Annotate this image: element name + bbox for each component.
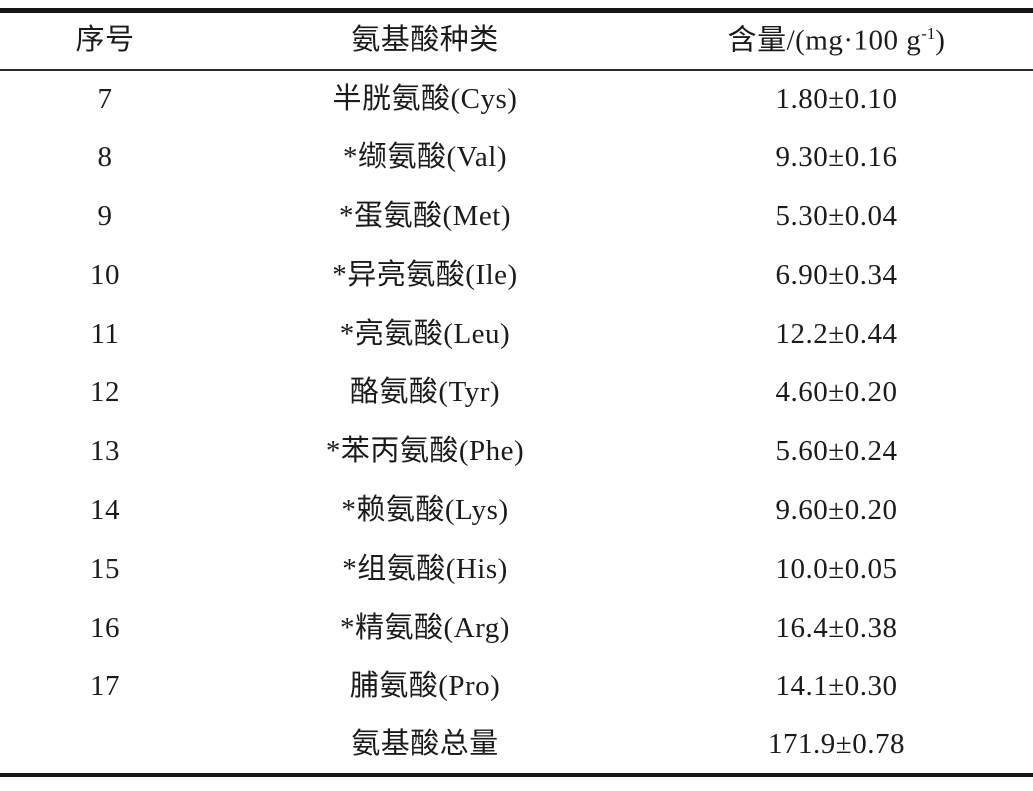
col-header-index: 序号: [75, 24, 135, 57]
amino-acid-name-cell: 氨基酸总量: [351, 728, 499, 761]
content-value-cell: 1.80±0.10: [775, 82, 898, 115]
row-index-cell: 15: [90, 552, 120, 585]
amino-acid-name-cell: *组氨酸(His): [342, 552, 508, 585]
table-row: 9 *蛋氨酸(Met) 5.30±0.04: [0, 187, 1033, 246]
amino-acid-name-cell: 脯氨酸(Pro): [349, 670, 501, 703]
row-index-cell: 16: [90, 611, 120, 644]
content-value-cell: 5.60±0.24: [775, 435, 898, 468]
row-index-cell: 17: [90, 670, 120, 703]
row-index-cell: 10: [90, 258, 120, 291]
amino-acid-name-cell: *亮氨酸(Leu): [339, 317, 511, 350]
row-index-cell: 12: [90, 376, 120, 409]
row-index-cell: 11: [90, 317, 120, 350]
content-value-cell: 171.9±0.78: [768, 728, 905, 761]
row-index-cell: 13: [90, 435, 120, 468]
amino-acid-name-cell: *缬氨酸(Val): [343, 141, 507, 174]
amino-acid-name-cell: *赖氨酸(Lys): [341, 493, 509, 526]
table-row: 10 *异亮氨酸(Ile) 6.90±0.34: [0, 246, 1033, 305]
amino-acid-name-cell: *苯丙氨酸(Phe): [325, 435, 525, 468]
row-index-cell: 9: [97, 199, 113, 232]
content-value-cell: 14.1±0.30: [775, 670, 898, 703]
content-unit-prefix: 含量/(mg·100 g: [727, 24, 922, 57]
row-index-cell: [0, 716, 210, 775]
table-row: 8 *缬氨酸(Val) 9.30±0.16: [0, 128, 1033, 187]
amino-acid-name-cell: *精氨酸(Arg): [340, 611, 510, 644]
header-row: 序号 氨基酸种类 含量/(mg·100 g-1): [0, 11, 1033, 70]
amino-acid-name-cell: *异亮氨酸(Ile): [332, 258, 518, 291]
table-row: 氨基酸总量 171.9±0.78: [0, 716, 1033, 775]
table-row: 14 *赖氨酸(Lys) 9.60±0.20: [0, 481, 1033, 540]
content-value-cell: 6.90±0.34: [775, 258, 898, 291]
content-value-cell: 10.0±0.05: [775, 552, 898, 585]
table-row: 15 *组氨酸(His) 10.0±0.05: [0, 540, 1033, 599]
content-value-cell: 9.30±0.16: [775, 141, 898, 174]
col-header-content-unit: 含量/(mg·100 g-1): [640, 11, 1033, 70]
content-unit-superscript: -1: [921, 23, 936, 43]
content-unit-suffix: ): [935, 24, 946, 57]
table-body: 7 半胱氨酸(Cys) 1.80±0.10 8 *缬氨酸(Val) 9.30±0.16 9 *…: [0, 70, 1033, 776]
amino-acid-name-cell: 酪氨酸(Tyr): [349, 376, 501, 409]
row-index-cell: 8: [97, 141, 113, 174]
content-value-cell: 5.30±0.04: [775, 199, 898, 232]
row-index-cell: 14: [90, 493, 120, 526]
table-row: 13 *苯丙氨酸(Phe) 5.60±0.24: [0, 422, 1033, 481]
table-row: 16 *精氨酸(Arg) 16.4±0.38: [0, 599, 1033, 658]
content-value-cell: 12.2±0.44: [775, 317, 898, 350]
content-value-cell: 16.4±0.38: [775, 611, 898, 644]
content-value-cell: 4.60±0.20: [775, 376, 898, 409]
amino-acid-name-cell: 半胱氨酸(Cys): [332, 82, 518, 115]
table-row: 7 半胱氨酸(Cys) 1.80±0.10: [0, 70, 1033, 129]
table-row: 11 *亮氨酸(Leu) 12.2±0.44: [0, 305, 1033, 364]
table-row: 12 酪氨酸(Tyr) 4.60±0.20: [0, 363, 1033, 422]
row-index-cell: 7: [97, 82, 113, 115]
table-row: 17 脯氨酸(Pro) 14.1±0.30: [0, 657, 1033, 716]
amino-acid-name-cell: *蛋氨酸(Met): [338, 199, 512, 232]
content-value-cell: 9.60±0.20: [775, 493, 898, 526]
col-header-amino-acid-type: 氨基酸种类: [351, 24, 499, 57]
amino-acid-table: 序号 氨基酸种类 含量/(mg·100 g-1) 7 半胱氨酸(Cys) 1.80±…: [0, 8, 1033, 778]
